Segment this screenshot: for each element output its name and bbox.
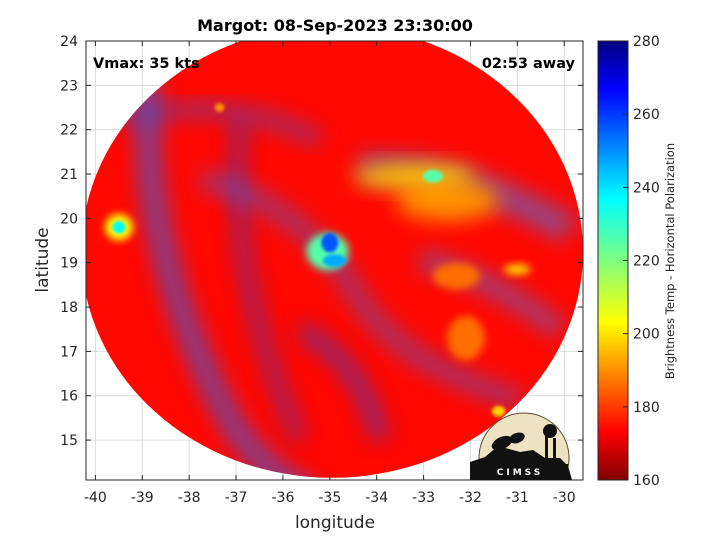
swath-texture [117,78,578,478]
time-away-annotation: 02:53 away [482,56,576,72]
x-tick-label-9: -31 [506,490,529,506]
x-axis-ticks: -40 -39 -38 -37 -36 -35 -34 -33 -32 -31 -30 [84,41,576,506]
feature-6 [492,405,506,417]
y-tick-label-4: 19 [60,256,78,272]
x-tick-label-0: -40 [84,490,107,506]
feature-12 [321,233,339,253]
texture-band-5 [295,321,389,442]
colorbar-tick-label-6: 280 [633,34,660,50]
colorbar-tick-label-3: 220 [633,254,660,270]
x-tick-label-1: -39 [131,490,154,506]
y-tick-label-6: 21 [60,167,78,183]
y-tick-label-1: 16 [60,389,78,405]
chart-title: Margot: 08-Sep-2023 23:30:00 [197,16,473,35]
colorbar-tick-label-2: 200 [633,327,660,343]
x-axis-label: longitude [295,513,375,533]
y-axis-ticks: 15 16 17 18 19 20 21 22 23 24 [60,34,583,449]
feature-2 [395,180,499,221]
texture-band-0 [134,78,326,478]
x-tick-label-5: -35 [318,490,341,506]
y-tick-label-2: 17 [60,344,78,360]
colorbar-ticks: 160 180 200 220 240 260 280 [623,34,660,489]
x-tick-label-4: -36 [271,490,294,506]
cimss-logo-text: CIMSS [497,468,543,478]
x-tick-label-7: -33 [412,490,435,506]
y-tick-label-8: 23 [60,78,78,94]
feature-9 [422,170,444,183]
colorbar-tick-label-4: 240 [633,180,660,196]
colorbar-tick-label-1: 180 [633,400,660,416]
x-tick-label-6: -34 [365,490,388,506]
x-tick-label-8: -32 [459,490,482,506]
colorbar-tick-label-0: 160 [633,473,660,489]
feature-5 [504,264,531,275]
texture-band-6 [117,100,325,149]
y-tick-label-7: 22 [60,123,78,139]
feature-3 [214,103,225,112]
x-tick-label-10: -30 [553,490,576,506]
y-tick-label-3: 18 [60,300,78,316]
y-tick-label-9: 24 [60,34,78,50]
vmax-annotation: Vmax: 35 kts [93,56,200,72]
plot-frame [85,40,584,481]
feature-11 [322,254,347,267]
swath-features [104,103,531,417]
feature-1 [447,315,485,361]
cimss-logo: CIMSS [470,412,572,480]
texture-band-1 [229,119,308,444]
y-axis-label: latitude [33,227,53,292]
feature-4 [353,163,476,189]
x-tick-label-2: -38 [178,490,201,506]
colorbar: 160 180 200 220 240 260 280 Brightness Temp - … [597,34,677,489]
y-tick-label-5: 20 [60,211,78,227]
colorbar-label: Brightness Temp - Horizontal Polarizatio… [663,143,677,379]
feature-10 [112,221,126,234]
plot-area [86,41,583,480]
feature-0 [432,262,480,290]
texture-band-4 [417,249,567,339]
x-tick-label-3: -37 [225,490,248,506]
colorbar-tick-label-5: 260 [633,107,660,123]
texture-band-2 [198,169,524,411]
y-tick-label-0: 15 [60,433,78,449]
